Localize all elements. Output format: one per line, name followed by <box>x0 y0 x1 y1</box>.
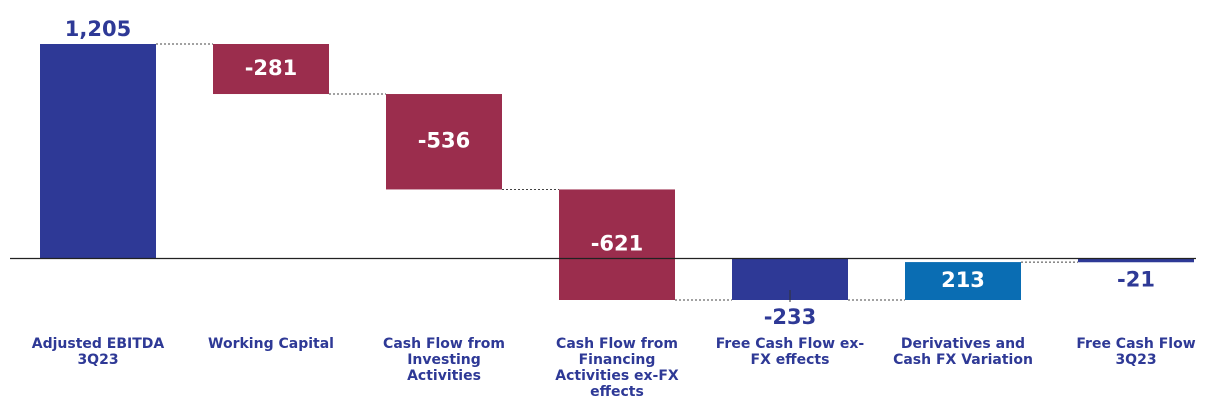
bar <box>559 189 675 300</box>
bar <box>905 262 1021 300</box>
category-label: Free Cash Flow 3Q23 <box>1076 336 1196 368</box>
category-label: Cash Flow from Financing Activities ex-F… <box>555 336 679 400</box>
value-label: -621 <box>591 232 644 256</box>
value-label: -21 <box>1117 267 1155 291</box>
category-label: Cash Flow from Investing Activities <box>383 336 505 384</box>
value-label: -536 <box>418 129 471 153</box>
category-label: Adjusted EBITDA 3Q23 <box>31 336 165 368</box>
value-label: -233 <box>764 305 817 329</box>
bar <box>213 44 329 95</box>
bar <box>40 44 156 259</box>
category-label: Free Cash Flow ex-FX effects <box>715 336 865 368</box>
value-label: 213 <box>941 268 985 292</box>
value-label: -281 <box>245 56 298 80</box>
bar <box>386 94 502 190</box>
category-label: Working Capital <box>208 336 334 352</box>
value-label: 1,205 <box>65 17 131 41</box>
bar <box>1078 258 1194 263</box>
category-label: Derivatives and Cash FX Variation <box>893 336 1033 368</box>
